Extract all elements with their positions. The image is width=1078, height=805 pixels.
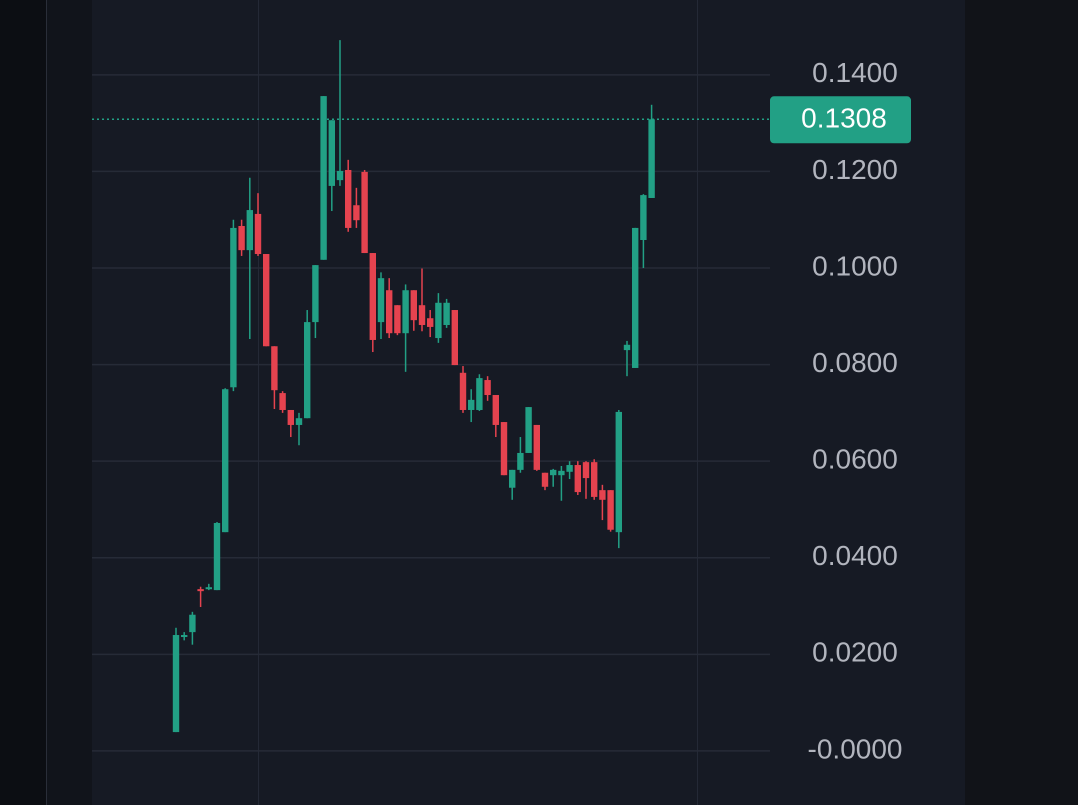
candle-body [533, 424, 540, 470]
right-strip [965, 0, 1078, 805]
candle-body [361, 171, 368, 254]
candle-body [566, 465, 573, 472]
candle-body [443, 302, 450, 325]
candle-body [468, 399, 475, 410]
candle-body [599, 490, 606, 500]
candle-body [648, 119, 655, 198]
candle-body [484, 380, 491, 396]
y-tick-label: 0.1000 [812, 250, 898, 281]
candle-body [238, 225, 245, 251]
candle-body [640, 195, 647, 241]
candle-body [320, 96, 327, 260]
candle-body [459, 372, 467, 410]
candle-body [500, 422, 508, 476]
y-tick-label: -0.0000 [808, 733, 903, 764]
last-price-label: 0.1308 [801, 103, 887, 134]
candle-body [476, 378, 483, 410]
candle-body [451, 310, 458, 366]
candle-body [377, 278, 385, 323]
candle-body [205, 587, 212, 590]
candle-body [550, 469, 557, 476]
candle-body [591, 462, 598, 497]
candle-body [402, 290, 409, 334]
candle-body [427, 318, 434, 327]
candle-body [525, 407, 532, 453]
candle-body [287, 409, 294, 425]
candle-body [623, 344, 631, 351]
candle-body [263, 254, 270, 347]
candle-body [558, 470, 565, 476]
candle-body [541, 472, 549, 487]
candle-body [222, 389, 229, 533]
candle-body [246, 210, 253, 251]
candle-body [213, 522, 221, 591]
candle-body [271, 346, 278, 391]
candle-body [509, 469, 516, 488]
candle-body [189, 614, 196, 633]
candle-body [492, 395, 499, 425]
candle-body [345, 169, 352, 228]
candle-body [197, 589, 204, 592]
candle-body [230, 227, 237, 388]
candle-body [574, 465, 581, 493]
candle-body [181, 635, 188, 638]
candle-body [410, 290, 417, 321]
candle-body [254, 213, 262, 255]
y-tick-label: 0.0400 [812, 540, 898, 571]
left-strip [0, 0, 46, 805]
y-tick-label: 0.0800 [812, 347, 898, 378]
candle-body [615, 411, 622, 533]
candle-body [386, 290, 393, 334]
candle-body [172, 635, 180, 733]
candle-body [304, 322, 311, 419]
candle-body [632, 227, 639, 368]
candle-body [394, 305, 401, 334]
y-tick-label: 0.1400 [812, 57, 898, 88]
y-tick-label: 0.0200 [812, 637, 898, 668]
candle-body [312, 265, 319, 323]
candle-body [607, 490, 614, 530]
candle-body [435, 302, 442, 339]
candle-body [582, 462, 590, 479]
y-tick-label: 0.1200 [812, 154, 898, 185]
candle-body [295, 418, 303, 425]
candle-body [418, 305, 426, 325]
candle-body [336, 170, 344, 181]
left-panel [47, 0, 92, 805]
candle-body [353, 205, 360, 221]
candle-body [279, 393, 286, 410]
candle-body [517, 452, 524, 470]
candle-body [328, 120, 335, 186]
y-tick-label: 0.0600 [812, 444, 898, 475]
last-price-badge [770, 96, 911, 144]
candle-body [369, 253, 376, 340]
